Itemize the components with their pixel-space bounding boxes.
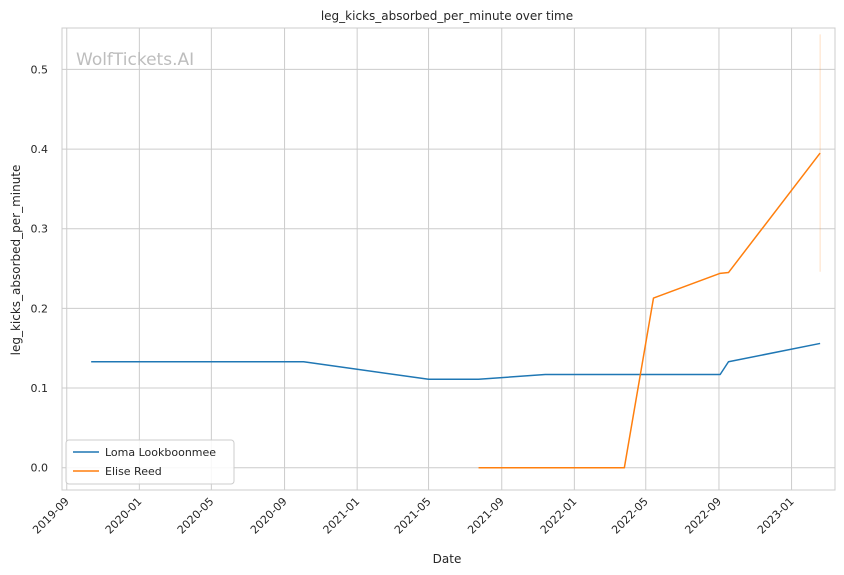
- series-lines: [91, 152, 821, 469]
- legend: Loma Lookboonmee Elise Reed: [65, 439, 235, 485]
- chart-title: leg_kicks_absorbed_per_minute over time: [321, 9, 573, 23]
- y-tick-label: 0.3: [31, 223, 49, 236]
- y-axis-title: leg_kicks_absorbed_per_minute: [9, 165, 23, 356]
- plot-frame: [61, 27, 836, 491]
- y-tick-label: 0.1: [31, 382, 49, 395]
- series-line-0: [91, 342, 821, 381]
- legend-label: Elise Reed: [105, 465, 162, 478]
- legend-label: Loma Lookboonmee: [105, 446, 216, 459]
- x-axis-title: Date: [433, 552, 462, 566]
- series-line-1: [478, 152, 821, 469]
- y-tick-label: 0.0: [31, 462, 49, 475]
- legend-box: [65, 439, 235, 485]
- y-tick-label: 0.4: [31, 143, 49, 156]
- watermark: WolfTickets.AI: [76, 50, 194, 70]
- y-tick-label: 0.2: [31, 302, 49, 315]
- y-tick-label: 0.5: [31, 63, 49, 76]
